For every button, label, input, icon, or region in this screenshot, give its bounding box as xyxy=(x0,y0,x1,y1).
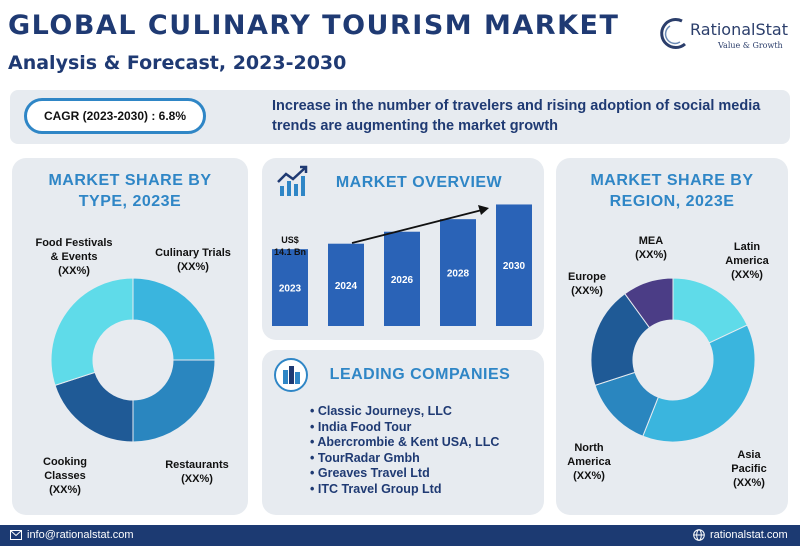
bar-label-2024: 2024 xyxy=(335,281,358,292)
bar-label-2023: 2023 xyxy=(279,284,302,295)
footer-website-link[interactable]: rationalstat.com xyxy=(710,529,788,541)
bar-2023 xyxy=(272,249,308,326)
company-item: Abercrombie & Kent USA, LLC xyxy=(310,435,499,451)
growth-chart-icon xyxy=(277,165,308,196)
type-label-cooking-classes: Cooking Classes (XX%) xyxy=(43,456,87,496)
value-annotation-amount: 14.1 Bn xyxy=(274,247,306,257)
company-item: Classic Journeys, LLC xyxy=(310,404,499,420)
cagr-badge: CAGR (2023-2030) : 6.8% xyxy=(24,98,206,134)
footer-email-link[interactable]: info@rationalstat.com xyxy=(27,529,134,541)
region-share-slice-1 xyxy=(642,324,756,443)
bar-2026 xyxy=(384,231,420,326)
trend-arrow-head-icon xyxy=(478,205,489,215)
email-icon xyxy=(10,530,22,540)
region-label-asia-pacific: Asia Pacific (XX%) xyxy=(731,449,767,489)
bar-2024 xyxy=(328,243,364,326)
leading-companies-title: LEADING COMPANIES xyxy=(329,366,511,383)
companies-list: Classic Journeys, LLC India Food Tour Ab… xyxy=(310,404,499,497)
bar-2030 xyxy=(496,204,532,326)
type-share-slice-0 xyxy=(132,277,216,361)
bar-label-2026: 2026 xyxy=(391,275,414,286)
page-title: GLOBAL CULINARY TOURISM MARKET xyxy=(8,10,620,41)
region-share-slice-4 xyxy=(624,277,674,329)
buildings-icon xyxy=(274,358,308,392)
page-subtitle: Analysis & Forecast, 2023-2030 xyxy=(8,52,347,74)
bar-label-2030: 2030 xyxy=(503,261,526,272)
region-share-title: MARKET SHARE BY REGION, 2023E xyxy=(590,172,754,210)
type-label-food-festivals: Food Festivals & Events (XX%) xyxy=(35,237,113,277)
bar-label-2028: 2028 xyxy=(447,269,470,280)
logo-tagline: Value & Growth xyxy=(718,41,783,50)
bar-2028 xyxy=(440,219,476,326)
region-label-mea: MEA (XX%) xyxy=(635,235,667,261)
trend-arrow-line xyxy=(351,209,483,244)
type-label-restaurants: Restaurants (XX%) xyxy=(165,459,229,485)
logo-name: RationalStat xyxy=(690,20,788,39)
rationalstat-logo[interactable]: RationalStat Value & Growth xyxy=(658,14,793,54)
globe-icon xyxy=(693,529,705,541)
type-share-slice-1 xyxy=(132,359,216,443)
type-share-title: MARKET SHARE BY TYPE, 2023E xyxy=(48,172,212,210)
company-item: TourRadar Gmbh xyxy=(310,451,499,467)
summary-banner: CAGR (2023-2030) : 6.8% Increase in the … xyxy=(10,90,790,144)
type-label-culinary-trials: Culinary Trials (XX%) xyxy=(155,247,231,273)
footer-bar: info@rationalstat.com rationalstat.com xyxy=(0,525,800,546)
company-item: Greaves Travel Ltd xyxy=(310,466,499,482)
type-share-slice-3 xyxy=(50,277,134,386)
company-item: India Food Tour xyxy=(310,420,499,436)
company-item: ITC Travel Group Ltd xyxy=(310,482,499,498)
market-overview-title: MARKET OVERVIEW xyxy=(335,174,503,191)
logo-emblem-icon xyxy=(660,18,686,49)
region-label-north-america: North America (XX%) xyxy=(567,442,611,482)
value-annotation-currency: US$ xyxy=(281,235,299,245)
region-label-latin-america: Latin America (XX%) xyxy=(725,241,769,281)
region-label-europe: Europe (XX%) xyxy=(568,271,606,297)
growth-statement: Increase in the number of travelers and … xyxy=(272,98,761,134)
